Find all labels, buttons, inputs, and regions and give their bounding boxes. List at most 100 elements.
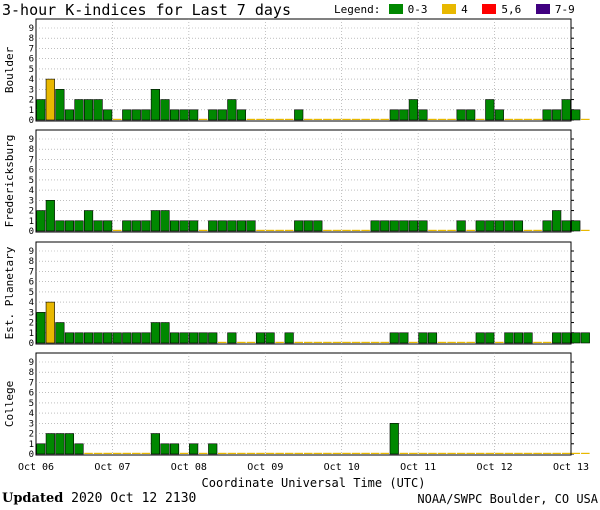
k-index-bar (494, 220, 504, 232)
y-tick-label: 8 (29, 34, 34, 44)
y-tick-label: 6 (29, 166, 34, 176)
k-index-bar (83, 99, 94, 121)
k-index-bar (542, 220, 552, 232)
k-index-bar (189, 332, 199, 344)
k-index-bar (437, 452, 447, 454)
k-index-bar (351, 118, 361, 120)
panel-frame (35, 129, 572, 233)
k-index-bar (294, 452, 303, 454)
k-index-bar (475, 220, 485, 232)
panel-frame (35, 241, 572, 345)
k-index-bar (533, 229, 542, 231)
k-index-bar (533, 118, 542, 120)
legend-item-0-3: 0-3 (388, 3, 428, 17)
y-tick-label: 6 (29, 55, 34, 65)
k-index-bar (246, 452, 256, 454)
k-index-bar (399, 109, 409, 121)
panel-frame (35, 352, 572, 456)
k-index-bar (284, 452, 294, 454)
k-index-bar (561, 99, 571, 121)
k-index-bar (447, 341, 456, 343)
k-index-bar (198, 332, 208, 344)
k-index-bar (265, 452, 275, 454)
k-index-bar (198, 452, 208, 454)
legend-swatch (535, 4, 550, 14)
k-index-bar (437, 118, 447, 120)
k-index-bar (399, 220, 409, 232)
k-index-bar (208, 332, 218, 344)
k-index-bar (275, 229, 284, 231)
k-index-bar (189, 443, 199, 455)
k-index-bar (45, 301, 55, 344)
x-tick-label: Oct 10 (324, 462, 360, 473)
x-tick-label: Oct 11 (400, 462, 436, 473)
k-index-bar (485, 99, 495, 121)
x-tick-label: Oct 12 (477, 462, 513, 473)
k-index-bar (55, 89, 65, 121)
k-index-bar (323, 341, 332, 343)
k-index-bar (418, 220, 428, 232)
y-tick-label: 0 (29, 116, 34, 126)
k-index-bar (45, 433, 55, 455)
legend-item-5-6: 5,6 (482, 3, 521, 17)
credit-text: NOAA/SWPC Boulder, CO USA (417, 492, 598, 506)
y-tick-label: 5 (29, 65, 34, 75)
k-index-bar (208, 220, 218, 232)
k-index-bar (294, 341, 303, 343)
legend-item-7-9: 7-9 (535, 3, 575, 17)
k-index-bar (255, 332, 266, 344)
k-index-bar (428, 452, 437, 454)
k-index-bar (64, 220, 75, 232)
k-index-bar (380, 220, 390, 232)
k-index-bar (389, 423, 399, 455)
panel-ylabel: Fredericksburg (3, 135, 16, 228)
k-index-bar (103, 452, 112, 454)
k-index-bar (313, 220, 323, 232)
k-index-bar (485, 452, 495, 454)
k-index-bar (150, 210, 160, 232)
x-tick-label: Oct 09 (247, 462, 283, 473)
k-index-bar (408, 220, 418, 232)
k-index-bar (581, 229, 590, 231)
k-index-bar (427, 332, 438, 344)
y-tick-label: 5 (29, 288, 34, 298)
k-index-bar (246, 341, 256, 343)
k-index-bar (36, 443, 46, 455)
k-index-bar (323, 118, 332, 120)
k-index-bar (103, 332, 113, 344)
y-tick-label: 0 (29, 339, 34, 349)
updated-value: 2020 Oct 12 2130 (71, 491, 197, 506)
k-index-bar (284, 229, 294, 231)
y-tick-label: 8 (29, 145, 34, 155)
k-index-bar (495, 452, 504, 454)
k-index-bar (160, 99, 170, 121)
y-tick-label: 9 (29, 358, 34, 368)
k-index-bar (64, 109, 75, 121)
k-index-bar (332, 118, 342, 120)
k-index-bar (389, 109, 399, 121)
k-index-bar (36, 99, 46, 121)
k-index-bar (284, 118, 294, 120)
k-index-bar (103, 220, 113, 232)
k-index-bar (523, 229, 533, 231)
k-index-bar (160, 322, 170, 344)
k-index-bar (409, 452, 418, 454)
k-index-bar (294, 109, 304, 121)
k-index-bar (313, 452, 323, 454)
k-index-bar (342, 452, 351, 454)
k-index-bar (571, 109, 581, 121)
k-index-bar (284, 332, 294, 344)
y-tick-label: 9 (29, 24, 34, 34)
k-index-bar (160, 210, 170, 232)
k-index-bar (533, 341, 542, 343)
k-index-bar (323, 229, 332, 231)
k-index-bar (160, 443, 170, 455)
k-index-bar (275, 118, 284, 120)
x-tick-label: Oct 07 (94, 462, 130, 473)
k-index-bar (246, 118, 256, 120)
y-tick-label: 7 (29, 155, 34, 165)
k-index-bar (418, 332, 428, 344)
k-index-bar (112, 229, 122, 231)
k-index-bar (93, 332, 103, 344)
k-index-bar (409, 341, 418, 343)
